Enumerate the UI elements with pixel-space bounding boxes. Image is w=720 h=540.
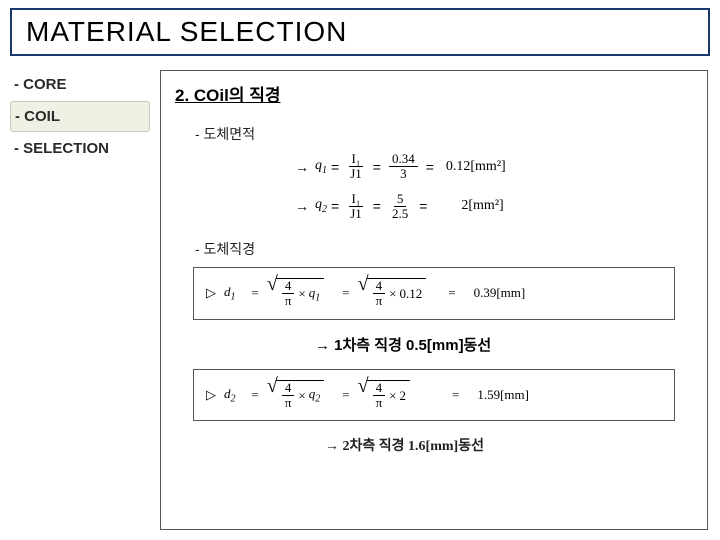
sub-label-diameter: - 도체직경 (195, 239, 693, 259)
diameter-box-1: ▷ d1 = √4π×q1 = √4π×0.12 = 0.39[mm] (193, 267, 675, 320)
page-title: MATERIAL SELECTION (26, 16, 347, 48)
area-formula-2: → q2 = I₁J1 = 52.5 = 2[mm²] (295, 192, 693, 222)
sidebar: - CORE - COIL - SELECTION (10, 70, 150, 165)
sidebar-item-selection[interactable]: - SELECTION (10, 134, 150, 163)
sidebar-item-core[interactable]: - CORE (10, 70, 150, 99)
title-box: MATERIAL SELECTION (10, 8, 710, 56)
arrow-icon: → (295, 159, 309, 175)
callout-primary: → 1차측 직경 0.5[mm]동선 (315, 334, 693, 355)
area-formula-1: → q1 = I₁J1 = 0.343 = 0.12[mm²] (295, 152, 693, 182)
content-box: 2. COil의 직경 - 도체면적 → q1 = I₁J1 = 0.343 =… (160, 70, 708, 530)
triangle-icon: ▷ (206, 285, 216, 301)
diameter-box-2: ▷ d2 = √4π×q2 = √4π×2 = 1.59[mm] (193, 369, 675, 422)
var-q1: q1 (315, 158, 327, 176)
diameter-formula-1: ▷ d1 = √4π×q1 = √4π×0.12 = 0.39[mm] (206, 278, 662, 309)
sub-label-area: - 도체면적 (195, 124, 693, 144)
triangle-icon: ▷ (206, 387, 216, 403)
callout-secondary: → 2차측 직경 1.6[mm]동선 (325, 435, 693, 455)
section-title: 2. COil의 직경 (175, 81, 693, 106)
sidebar-item-coil[interactable]: - COIL (10, 101, 150, 132)
diameter-formula-2: ▷ d2 = √4π×q2 = √4π×2 = 1.59[mm] (206, 380, 662, 411)
arrow-icon: → (295, 198, 309, 214)
var-q2: q2 (315, 197, 327, 215)
